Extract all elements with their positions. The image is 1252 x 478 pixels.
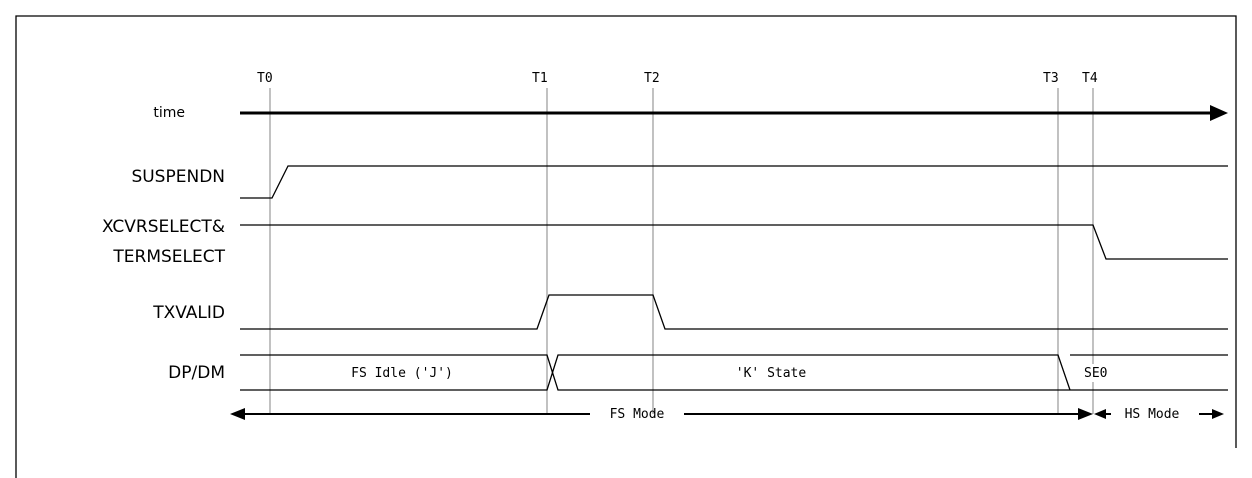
waveform-xcvrselect-termselect (240, 224, 1228, 260)
marker-label-t4: T4 (1082, 71, 1098, 86)
marker-labels: T0 T1 T2 T3 T4 (257, 71, 1098, 86)
signal-label-suspendn: SUSPENDN (131, 167, 225, 187)
marker-label-t1: T1 (532, 71, 548, 86)
fs-mode-span: FS Mode (230, 407, 1093, 422)
signal-label-xcvrselect: XCVRSELECT& (102, 217, 225, 237)
waveform-txvalid (240, 294, 1228, 330)
hs-mode-right-arrow (1212, 409, 1224, 419)
signal-label-dpdm: DP/DM (168, 363, 225, 383)
state-label-se0: SE0 (1084, 366, 1107, 381)
time-axis-arrowhead (1210, 105, 1228, 121)
signal-label-time: time (153, 105, 185, 121)
signal-label-txvalid: TXVALID (152, 303, 225, 323)
hs-mode-left-arrow (1094, 409, 1106, 419)
marker-label-t2: T2 (644, 71, 660, 86)
state-label-fs-idle: FS Idle ('J') (351, 366, 453, 381)
waveform-dpdm (240, 354, 1228, 391)
marker-label-t0: T0 (257, 71, 273, 86)
marker-lines (269, 88, 1094, 414)
hs-mode-span: HS Mode (1094, 407, 1224, 422)
marker-label-t3: T3 (1043, 71, 1059, 86)
hs-mode-label: HS Mode (1125, 407, 1180, 422)
fs-mode-label: FS Mode (610, 407, 665, 422)
state-label-k-state: 'K' State (736, 366, 807, 381)
fs-mode-right-arrow (1078, 408, 1093, 420)
waveform-suspendn (240, 165, 1228, 199)
fs-mode-left-arrow (230, 408, 245, 420)
state-labels: FS Idle ('J') 'K' State SE0 (351, 364, 1112, 382)
signal-label-termselect: TERMSELECT (112, 247, 225, 267)
signal-labels: time SUSPENDN XCVRSELECT& TERMSELECT TXV… (102, 105, 226, 383)
diagram-border (15, 15, 1237, 478)
